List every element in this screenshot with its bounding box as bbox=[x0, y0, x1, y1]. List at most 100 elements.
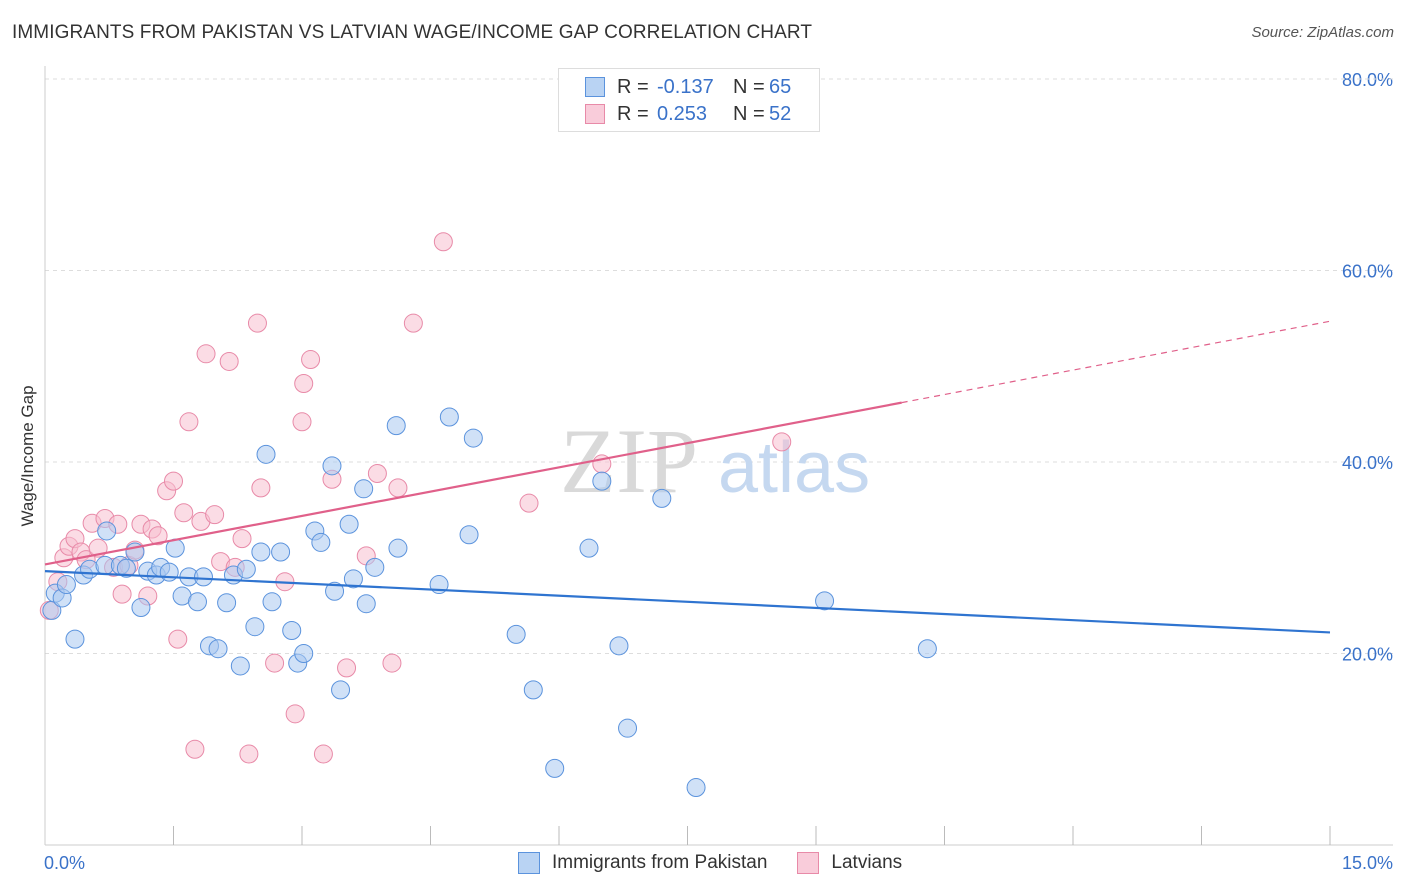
latvians-point bbox=[433, 232, 453, 252]
legend-item-pakistan[interactable]: Immigrants from Pakistan bbox=[518, 852, 767, 874]
legend-label-pakistan: Immigrants from Pakistan bbox=[552, 852, 768, 873]
pakistan-point bbox=[331, 680, 351, 700]
latvians-point bbox=[403, 313, 423, 333]
latvians-point bbox=[219, 351, 239, 371]
pakistan-point bbox=[354, 479, 374, 499]
n-label: N = bbox=[733, 102, 765, 125]
pakistan-point bbox=[545, 758, 565, 778]
latvians-trend-line bbox=[44, 401, 902, 566]
pakistan-point bbox=[217, 593, 237, 613]
x-tick-label-min: 0.0% bbox=[44, 853, 85, 873]
latvians-point bbox=[251, 478, 271, 498]
pakistan-point bbox=[343, 569, 363, 589]
latvians-point bbox=[185, 739, 205, 759]
y-axis-label: Wage/Income Gap bbox=[18, 385, 37, 526]
pakistan-legend-icon bbox=[518, 852, 540, 874]
pakistan-point bbox=[506, 624, 526, 644]
pakistan-point bbox=[609, 636, 629, 656]
pakistan-point bbox=[97, 521, 117, 541]
latvians-legend-icon bbox=[797, 852, 820, 874]
latvians-point bbox=[247, 313, 267, 333]
pakistan-point bbox=[56, 575, 76, 595]
pakistan-point bbox=[193, 567, 213, 587]
latvians-point bbox=[367, 463, 387, 483]
x-tick-label-max: 15.0% bbox=[1342, 853, 1393, 873]
pakistan-point bbox=[245, 617, 265, 637]
latvians-point bbox=[148, 526, 168, 546]
pakistan-point bbox=[262, 592, 282, 612]
pakistan-point bbox=[256, 444, 276, 464]
latvians-point bbox=[168, 629, 188, 649]
latvians-point bbox=[196, 344, 216, 364]
latvians-point bbox=[772, 432, 792, 452]
stats-legend: R = -0.137 N = 65 R = 0.253 N = 52 bbox=[558, 68, 820, 132]
pakistan-point bbox=[386, 416, 406, 436]
pakistan-point bbox=[230, 656, 250, 676]
r-label: R = bbox=[617, 75, 649, 98]
r-value: -0.137 bbox=[657, 75, 714, 98]
pakistan-point bbox=[322, 456, 342, 476]
watermark-atlas: atlas bbox=[718, 428, 870, 508]
pakistan-point bbox=[592, 471, 612, 491]
pakistan-point bbox=[365, 557, 385, 577]
latvians-point bbox=[265, 653, 285, 673]
latvians-point bbox=[337, 658, 357, 678]
n-value: 52 bbox=[769, 102, 792, 125]
latvians-point bbox=[179, 412, 199, 432]
legend-item-latvians[interactable]: Latvians bbox=[797, 852, 902, 874]
legend-label-latvians: Latvians bbox=[831, 852, 903, 873]
n-label: N = bbox=[733, 75, 765, 98]
latvians-point bbox=[519, 493, 539, 513]
latvians-point bbox=[205, 505, 225, 525]
latvians-point bbox=[301, 350, 321, 370]
pakistan-points bbox=[42, 407, 937, 798]
latvians-trend-extension bbox=[901, 320, 1331, 404]
r-value: 0.253 bbox=[657, 102, 708, 125]
grid-lines: 20.0% 40.0% 60.0% 80.0% bbox=[45, 70, 1393, 665]
chart-title: IMMIGRANTS FROM PAKISTAN VS LATVIAN WAGE… bbox=[12, 22, 813, 43]
pakistan-point bbox=[65, 629, 85, 649]
pakistan-point bbox=[523, 680, 543, 700]
pakistan-point bbox=[251, 542, 271, 562]
n-value: 65 bbox=[769, 75, 792, 98]
pakistan-point bbox=[208, 639, 228, 659]
pakistan-point bbox=[917, 639, 937, 659]
pakistan-point bbox=[325, 581, 345, 601]
latvians-points bbox=[39, 232, 792, 764]
stats-legend-row-pakistan: R = -0.137 N = 65 bbox=[585, 74, 791, 100]
pakistan-point bbox=[339, 514, 359, 534]
latvians-point bbox=[285, 704, 305, 724]
pakistan-point bbox=[271, 542, 291, 562]
y-tick-label: 40.0% bbox=[1342, 453, 1393, 473]
y-tick-label: 20.0% bbox=[1342, 645, 1393, 665]
latvians-point bbox=[292, 412, 312, 432]
watermark-zip: ZIP bbox=[560, 410, 698, 512]
pakistan-point bbox=[187, 592, 207, 612]
pakistan-point bbox=[439, 407, 459, 427]
latvians-point bbox=[239, 744, 259, 764]
pakistan-point bbox=[618, 718, 638, 738]
pakistan-point bbox=[388, 538, 408, 558]
pakistan-point bbox=[356, 594, 376, 614]
latvians-point bbox=[382, 653, 402, 673]
pakistan-point bbox=[652, 488, 672, 508]
pakistan-point bbox=[282, 621, 302, 641]
latvians-point bbox=[294, 373, 314, 393]
pakistan-point bbox=[815, 591, 835, 611]
pakistan-point bbox=[236, 559, 256, 579]
pakistan-point bbox=[311, 532, 331, 552]
pakistan-swatch-icon bbox=[585, 77, 605, 97]
latvians-point bbox=[313, 744, 333, 764]
pakistan-point bbox=[294, 644, 314, 663]
source-label: Source: ZipAtlas.com bbox=[1251, 24, 1394, 41]
pakistan-point bbox=[686, 778, 706, 798]
latvians-swatch-icon bbox=[585, 104, 605, 124]
latvians-point bbox=[232, 529, 252, 549]
pakistan-point bbox=[131, 598, 151, 618]
pakistan-point bbox=[579, 538, 599, 558]
trend-lines bbox=[44, 320, 1331, 634]
y-tick-label: 60.0% bbox=[1342, 262, 1393, 282]
latvians-point bbox=[174, 503, 194, 523]
axes bbox=[44, 66, 1393, 846]
